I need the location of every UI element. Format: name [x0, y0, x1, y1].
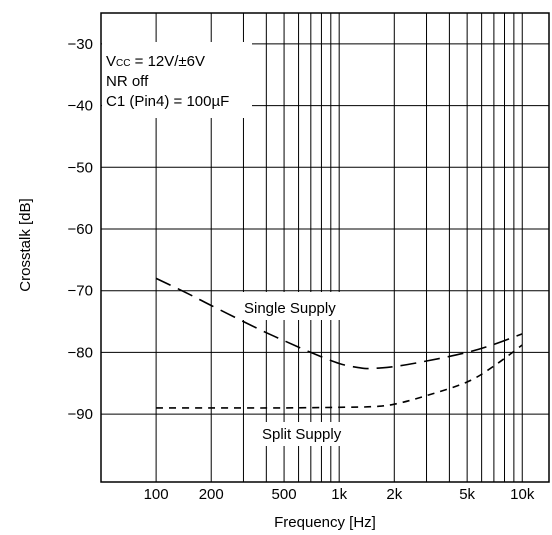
x-tick-label: 5k [459, 486, 475, 503]
split-supply-line [156, 344, 523, 409]
x-axis-label: Frequency [Hz] [274, 514, 376, 531]
x-tick-label: 200 [199, 486, 224, 503]
y-tick-label: −50 [68, 159, 93, 176]
annotation-background [102, 42, 252, 118]
x-tick-label: 100 [144, 486, 169, 503]
y-tick-label: −40 [68, 98, 93, 115]
single-supply-label-background [240, 292, 366, 320]
series-lines [155, 277, 523, 409]
y-tick-label: −80 [68, 344, 93, 361]
y-tick-label: −30 [68, 36, 93, 53]
x-tick-labels: 100 200 500 1k 2k 5k 10k [144, 486, 535, 503]
y-tick-label: −90 [68, 406, 93, 423]
split-supply-label-background [258, 422, 370, 446]
annotation-nr: NR off [106, 73, 149, 90]
annotation-vcc: VCC = 12V/±6V [106, 53, 205, 70]
x-tick-label: 10k [510, 486, 535, 503]
y-tick-label: −70 [68, 283, 93, 300]
x-tick-label: 2k [386, 486, 402, 503]
x-tick-label: 1k [331, 486, 347, 503]
grid [101, 13, 549, 482]
split-supply-label: Split Supply [262, 426, 342, 443]
x-tick-label: 500 [272, 486, 297, 503]
y-tick-label: −60 [68, 221, 93, 238]
y-axis-label: Crosstalk [dB] [17, 198, 34, 291]
single-supply-line [155, 277, 523, 370]
single-supply-label: Single Supply [244, 300, 336, 317]
annotation-c1: C1 (Pin4) = 100µF [106, 93, 229, 110]
plot-frame [100, 12, 550, 483]
y-tick-labels: −30 −40 −50 −60 −70 −80 −90 [68, 36, 93, 423]
